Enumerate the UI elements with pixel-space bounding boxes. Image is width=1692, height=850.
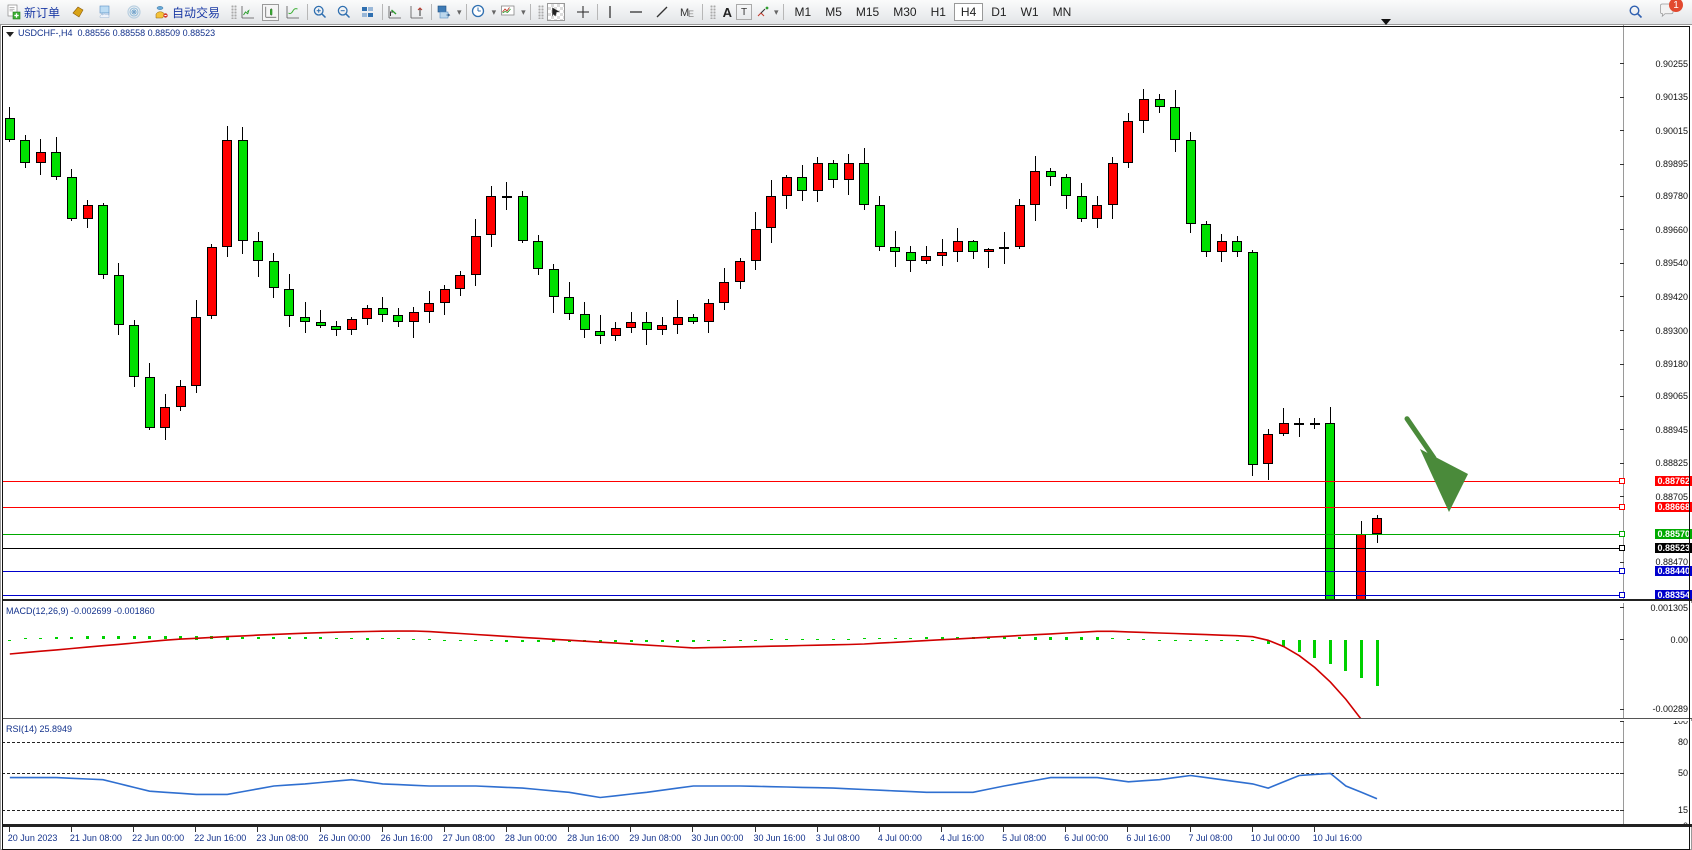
svg-text:E: E bbox=[688, 9, 694, 19]
